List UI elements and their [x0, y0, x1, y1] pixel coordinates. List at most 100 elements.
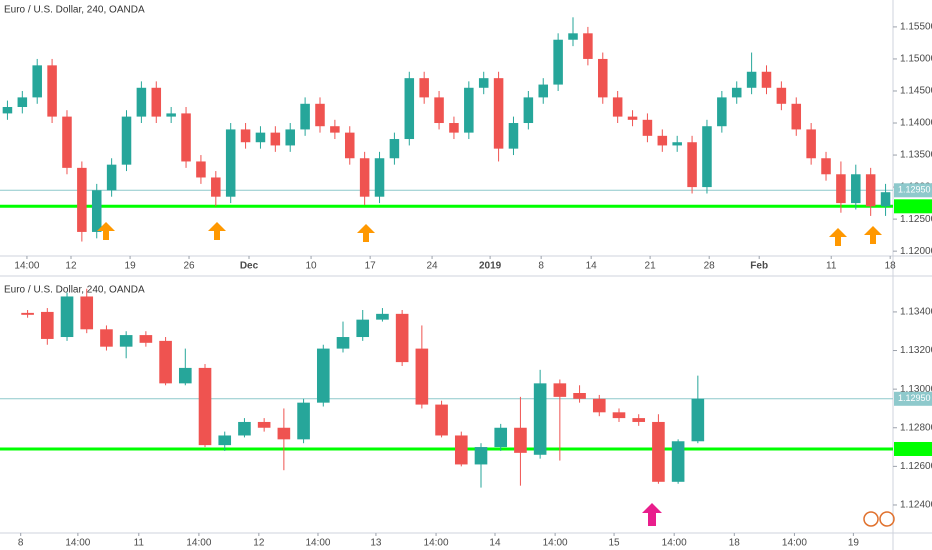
candle-body	[672, 142, 682, 146]
candle-body	[494, 427, 508, 448]
x-tick-label: 8	[18, 538, 24, 549]
x-tick-label: 26	[183, 261, 195, 272]
candle-body	[478, 78, 489, 88]
price-tag	[894, 391, 932, 406]
x-tick-label: 12	[253, 538, 265, 549]
candle-body	[80, 296, 94, 330]
candle-body	[255, 132, 266, 143]
candle-body	[211, 177, 221, 197]
candle-body	[136, 87, 147, 117]
y-tick-label: 1.12400	[900, 500, 932, 511]
candle-body	[731, 87, 742, 98]
candle-body	[47, 65, 57, 117]
x-tick-label: 15	[608, 538, 620, 549]
annotations	[97, 222, 895, 527]
candle-body	[652, 421, 665, 482]
y-tick-label: 1.12500	[900, 214, 932, 225]
x-tick-label: Dec	[240, 261, 259, 272]
candle-body	[2, 106, 13, 114]
candle-body	[62, 116, 72, 168]
chart-title: Euro / U.S. Dollar, 240, OANDA	[4, 5, 145, 16]
candle-body	[449, 123, 459, 133]
candle-body	[434, 97, 444, 124]
candle-body	[687, 142, 697, 188]
candle-body	[415, 348, 429, 405]
x-tick-label: 14:00	[782, 538, 807, 549]
candle-body	[336, 337, 350, 349]
candle-body	[196, 161, 206, 178]
candle-body	[270, 132, 281, 146]
x-tick-label: 10	[305, 261, 317, 272]
up-arrow	[829, 228, 847, 246]
candle-body	[198, 367, 212, 446]
x-tick-label: 14:00	[186, 538, 211, 549]
candle-body	[389, 139, 400, 159]
candle-body	[598, 58, 608, 98]
candle-body	[374, 158, 385, 197]
candle-body	[257, 421, 271, 428]
candle-body	[419, 78, 429, 98]
price-tag-label: 1.12950	[898, 185, 931, 195]
candle-body	[159, 340, 172, 384]
x-tick-label: 14:00	[65, 538, 90, 549]
candle-body	[821, 158, 831, 175]
candle-body	[454, 435, 468, 465]
candle-body	[32, 65, 42, 98]
x-tick-label: 14:00	[424, 538, 449, 549]
candle-body	[435, 404, 448, 436]
y-tick-label: 1.13000	[900, 384, 932, 395]
up-arrow	[864, 226, 882, 244]
candle-body	[181, 113, 191, 162]
candle-body	[359, 158, 370, 197]
candle-body	[240, 129, 251, 143]
candle-body	[139, 335, 153, 343]
candle-body	[315, 103, 325, 127]
x-tick-label: 11	[826, 261, 837, 272]
x-tick-label: 14:00	[305, 538, 330, 549]
candle-body	[776, 87, 787, 104]
candle-body	[612, 97, 623, 117]
candle-body	[717, 97, 727, 127]
candle-body	[791, 103, 802, 130]
icon	[863, 511, 879, 527]
candle-body	[508, 123, 519, 149]
level-tag	[894, 441, 932, 456]
candle-body	[166, 113, 176, 117]
candle-body	[627, 116, 638, 120]
candle-body	[316, 348, 330, 403]
icon	[879, 511, 895, 527]
candle-body	[632, 418, 646, 422]
y-tick-label: 1.13200	[900, 345, 932, 356]
candle-body	[17, 97, 28, 107]
candle-body	[106, 164, 117, 191]
candle-body	[691, 398, 705, 442]
candle-body	[225, 129, 236, 197]
candle-body	[91, 190, 102, 232]
candle-body	[330, 126, 340, 133]
candle-body	[493, 78, 504, 149]
candle-body	[573, 393, 586, 399]
candle-body	[592, 398, 606, 413]
toolbar-icons	[863, 511, 895, 527]
x-tick-label: 14	[489, 538, 501, 549]
up-arrow	[97, 222, 115, 240]
y-tick-label: 1.12600	[900, 461, 932, 472]
candle-body	[880, 192, 891, 207]
candle-body	[100, 329, 113, 347]
up-arrow	[208, 222, 226, 240]
candle-body	[612, 412, 626, 419]
x-tick-label: 2019	[479, 261, 502, 272]
candle-body	[395, 313, 409, 363]
x-tick-label: 18	[729, 538, 741, 549]
x-tick-label: 14	[586, 261, 598, 272]
candle-body	[657, 135, 668, 146]
candle-body	[178, 367, 192, 384]
candle-body	[568, 33, 578, 40]
x-tick-label: 8	[538, 261, 544, 272]
candle-body	[523, 97, 534, 124]
candle-body	[533, 383, 547, 455]
y-tick-label: 1.12800	[900, 422, 932, 433]
candle-body	[474, 447, 488, 465]
candle-body	[356, 319, 370, 338]
